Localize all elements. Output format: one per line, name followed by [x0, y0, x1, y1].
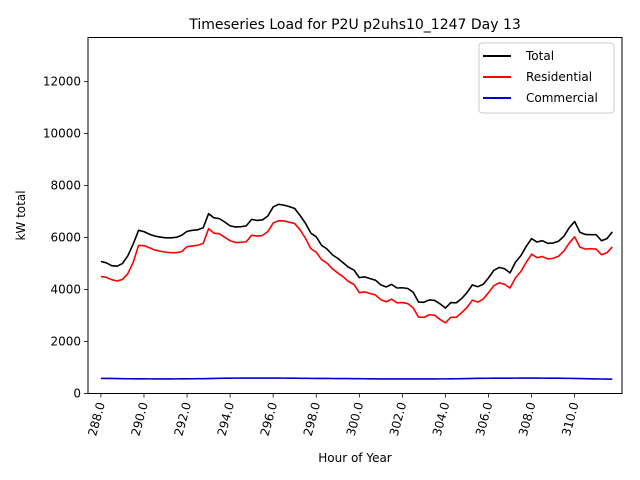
- plot-frame: [87, 37, 623, 394]
- legend-label-residential: Residential: [526, 70, 592, 84]
- y-tick-label: 6000: [50, 231, 81, 245]
- y-tick-label: 8000: [50, 179, 81, 193]
- y-axis: 0 2000 4000 6000 8000 10000 12000: [43, 75, 88, 401]
- series-line-commercial: [100, 377, 613, 381]
- series-line-residential: [100, 219, 613, 324]
- y-axis-label: kW total: [14, 190, 28, 240]
- series-layer: [100, 203, 613, 381]
- y-tick-label: 0: [73, 387, 81, 401]
- legend: Total Residential Commercial: [478, 42, 615, 114]
- y-tick-label: 4000: [50, 283, 81, 297]
- x-axis-label: Hour of Year: [318, 451, 392, 465]
- y-tick-label: 12000: [43, 75, 81, 89]
- chart-title: Timeseries Load for P2U p2uhs10_1247 Day…: [188, 17, 521, 33]
- legend-label-commercial: Commercial: [526, 91, 598, 105]
- series-line-total: [100, 203, 613, 309]
- y-tick-label: 2000: [50, 335, 81, 349]
- legend-box: [478, 42, 615, 114]
- legend-label-total: Total: [525, 49, 554, 63]
- y-tick-label: 10000: [43, 127, 81, 141]
- legend-items: Total Residential Commercial: [483, 49, 598, 105]
